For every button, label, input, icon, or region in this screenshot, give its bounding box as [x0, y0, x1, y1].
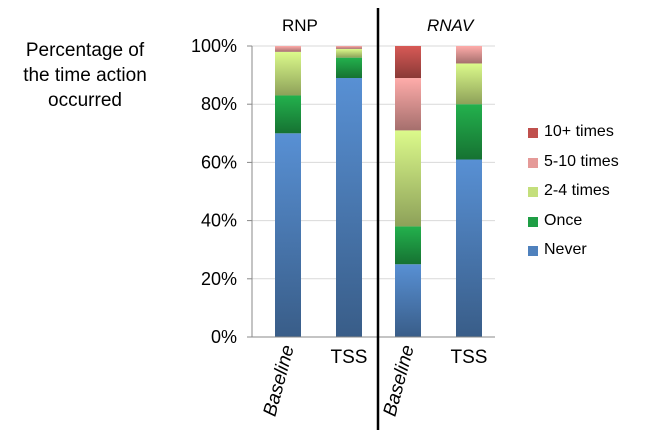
legend-swatch: [528, 246, 538, 256]
y-tick-label: 40%: [201, 211, 237, 231]
bar-segment-2-4-times: [275, 51, 301, 96]
y-tick-label: 80%: [201, 94, 237, 114]
bar-segment-10-times: [395, 46, 421, 79]
bar-segment-5-10-times: [336, 46, 362, 49]
bar-segment-never: [395, 264, 421, 337]
legend-label: 10+ times: [544, 123, 614, 140]
bar-segment-never: [275, 133, 301, 337]
legend-label: Once: [544, 211, 583, 229]
bar-segment-once: [395, 226, 421, 265]
bar-segment-2-4-times: [395, 130, 421, 227]
bar-segment-2-4-times: [456, 63, 482, 105]
legend-swatch: [528, 216, 538, 227]
panel-title-rnav: RNAV: [427, 16, 474, 35]
bars: [275, 46, 482, 337]
x-tick-label-tss: TSS: [331, 347, 368, 368]
bar-segment-5-10-times: [395, 78, 421, 131]
panel-title-rnp: RNP: [282, 16, 318, 35]
axes: [247, 8, 495, 430]
legend-swatch: [528, 157, 538, 168]
y-tick-label: 20%: [201, 269, 237, 289]
bar-segment-5-10-times: [456, 46, 482, 64]
y-tick-labels: 0% 20% 40% 60% 80% 100%: [191, 36, 237, 347]
bar-segment-2-4-times: [336, 48, 362, 58]
y-tick-label: 60%: [201, 152, 237, 172]
legend-swatch: [528, 128, 538, 138]
y-axis-label-line-1: Percentage of: [25, 40, 145, 61]
y-tick-label: 0%: [211, 327, 237, 347]
x-tick-label-baseline: Baseline: [260, 343, 299, 419]
x-tick-label-tss: TSS: [451, 347, 488, 368]
y-axis-label-line-2: the time action: [23, 65, 147, 86]
bar-segment-once: [336, 57, 362, 79]
bar-segment-never: [336, 78, 362, 337]
bar-segment-never: [456, 159, 482, 337]
bar-segment-5-10-times: [275, 46, 301, 52]
y-axis-label-line-3: occurred: [48, 90, 122, 111]
legend-label: 2-4 times: [544, 182, 610, 199]
x-tick-labels: Baseline TSS Baseline TSS: [260, 343, 488, 419]
bar-segment-once: [275, 95, 301, 134]
legend-label: Never: [544, 241, 587, 258]
x-tick-label-baseline: Baseline: [380, 343, 419, 419]
y-axis-label: Percentage of the time action occurred: [0, 38, 170, 113]
bar-segment-once: [456, 104, 482, 160]
legend-swatch: [528, 187, 538, 197]
legend-label: 5-10 times: [544, 152, 619, 170]
y-tick-label: 100%: [191, 36, 237, 56]
